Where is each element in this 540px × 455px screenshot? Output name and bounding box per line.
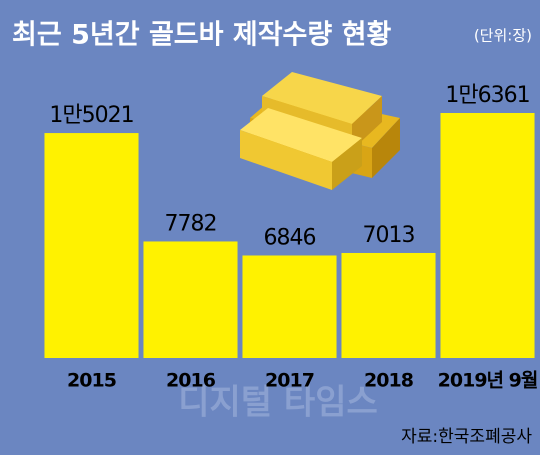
value-label: 7013 [363,223,415,248]
x-tick-label: 2015 [67,370,116,392]
x-tick-label: 2019년 9월 [438,370,538,392]
value-label: 7782 [165,211,217,236]
source: 자료:한국조폐공사 [401,427,532,447]
watermark: 디지털 타임스 [178,383,378,423]
x-tick-label: 2016 [166,370,216,392]
value-label: 1만5021 [49,103,133,128]
bar [143,241,238,358]
unit-label: (단위:장) [474,27,532,45]
x-tick-label: 2018 [364,370,414,392]
gold-bars-illustration [240,72,400,190]
bar [440,113,535,358]
value-label: 1만6361 [445,83,529,108]
value-label: 6846 [264,225,316,250]
chart-title: 최근 5년간 골드바 제작수량 현황 [12,20,391,51]
bar [44,133,139,358]
x-tick-label: 2017 [265,370,314,392]
bar [242,255,337,358]
bar [341,252,436,358]
